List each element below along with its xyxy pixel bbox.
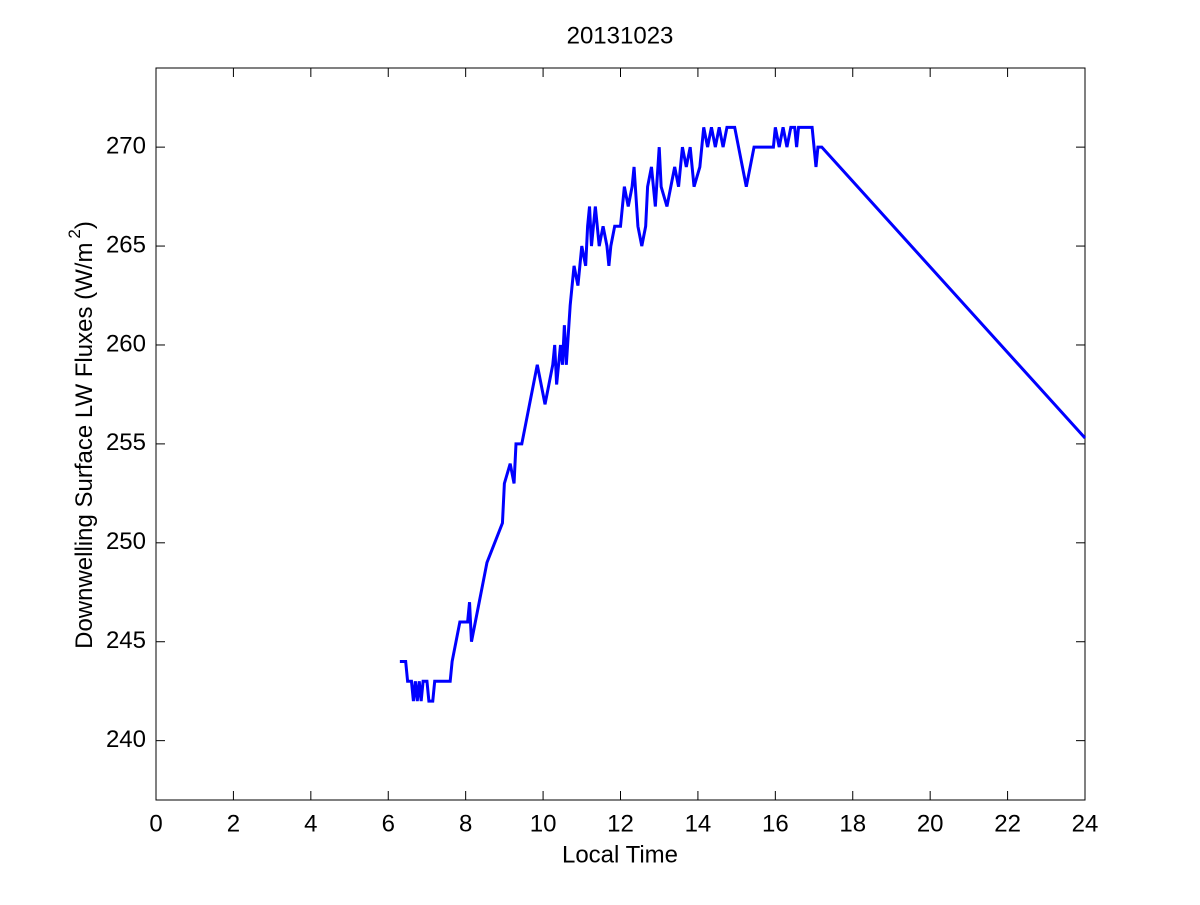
- y-tick-label: 240: [106, 726, 146, 753]
- x-tick-label: 12: [607, 810, 634, 837]
- y-axis-label-sup: 2: [65, 229, 84, 238]
- x-tick-label: 6: [382, 810, 395, 837]
- x-tick-label: 4: [304, 810, 317, 837]
- y-tick-label: 265: [106, 231, 146, 258]
- x-tick-label: 18: [839, 810, 866, 837]
- x-tick-label: 16: [762, 810, 789, 837]
- y-tick-label: 245: [106, 627, 146, 654]
- y-axis-label-main: Downwelling Surface LW Fluxes (W/m: [71, 243, 98, 649]
- chart-title: 20131023: [567, 22, 674, 49]
- data-line: [399, 125, 1087, 703]
- x-tick-label: 10: [530, 810, 557, 837]
- y-tick-label: 260: [106, 330, 146, 357]
- y-axis-label: Downwelling Surface LW Fluxes (W/m 2): [65, 221, 98, 649]
- y-tick-label: 270: [106, 132, 146, 159]
- y-axis-label-end: ): [71, 221, 98, 229]
- y-tick-label: 250: [106, 528, 146, 555]
- x-tick-label: 2: [227, 810, 240, 837]
- y-tick-label: 255: [106, 429, 146, 456]
- x-tick-label: 0: [149, 810, 162, 837]
- x-tick-label: 22: [994, 810, 1021, 837]
- x-tick-label: 20: [917, 810, 944, 837]
- x-tick-label: 24: [1072, 810, 1099, 837]
- x-axis-label: Local Time: [562, 841, 678, 868]
- x-tick-label: 8: [459, 810, 472, 837]
- x-tick-label: 14: [685, 810, 712, 837]
